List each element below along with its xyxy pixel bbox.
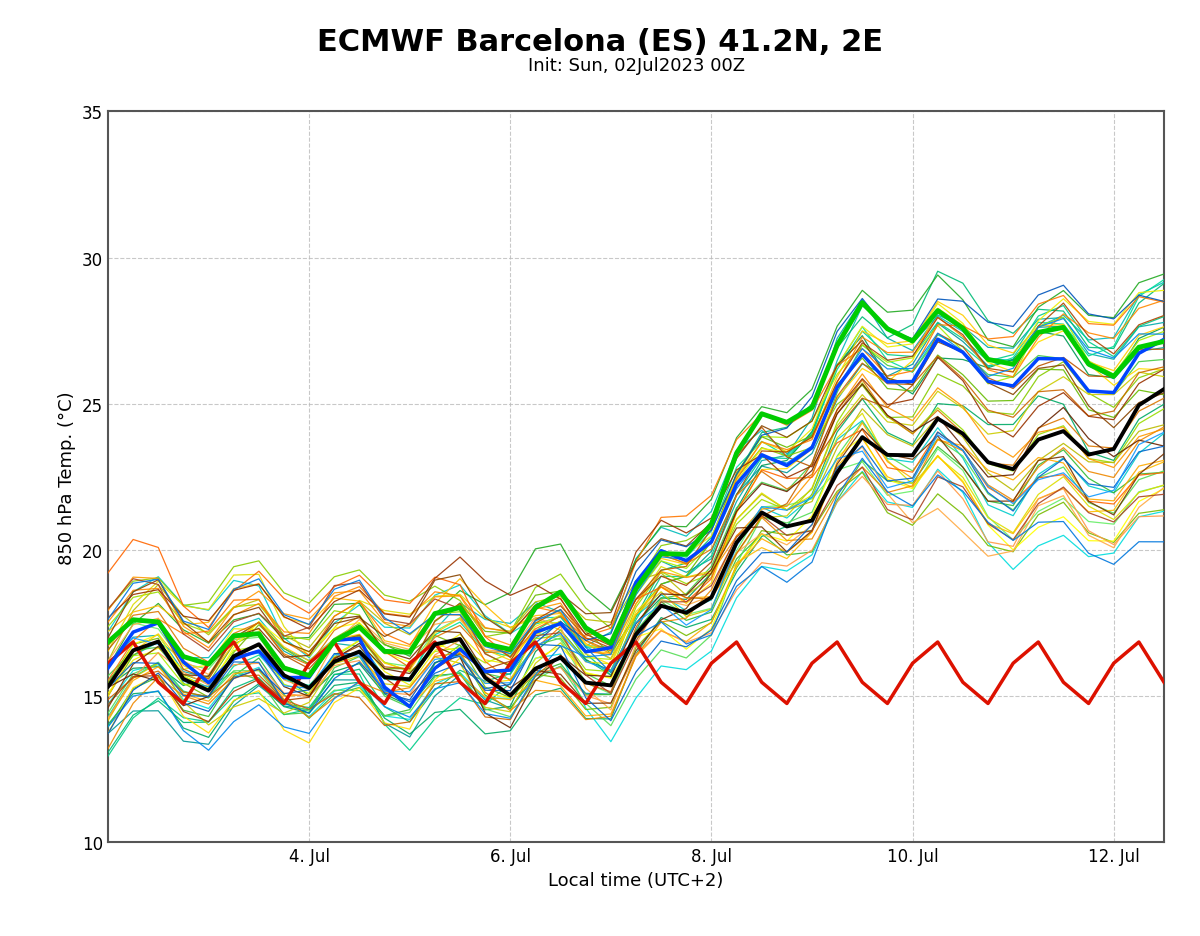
Text: ECMWF Barcelona (ES) 41.2N, 2E: ECMWF Barcelona (ES) 41.2N, 2E xyxy=(317,28,883,57)
X-axis label: Local time (UTC+2): Local time (UTC+2) xyxy=(548,870,724,889)
Title: Init: Sun, 02Jul2023 00Z: Init: Sun, 02Jul2023 00Z xyxy=(528,57,744,75)
Y-axis label: 850 hPa Temp. (°C): 850 hPa Temp. (°C) xyxy=(59,390,77,564)
